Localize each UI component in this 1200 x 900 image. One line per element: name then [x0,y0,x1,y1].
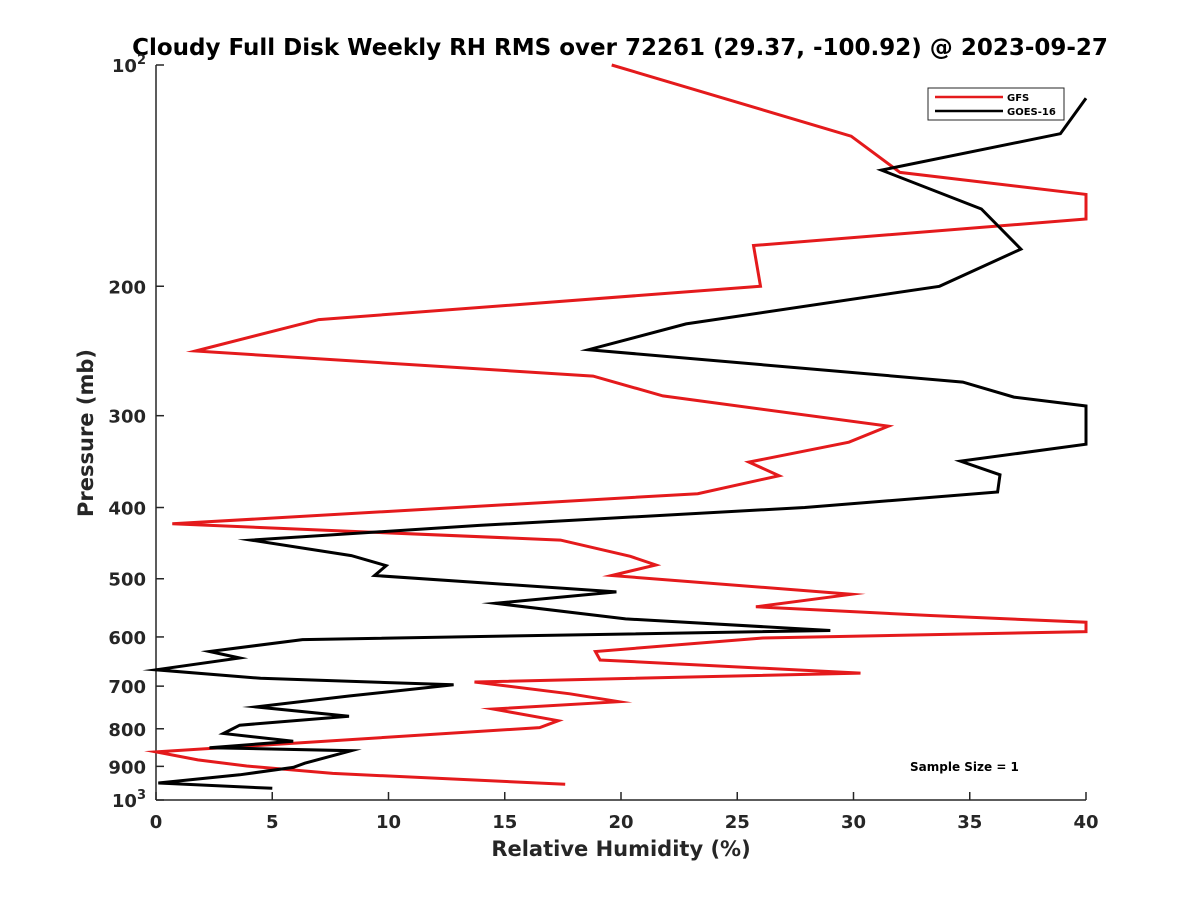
series-line-goes16 [142,97,1088,790]
y-ticks: 102 200 300 400 500 600 700 800 900 103 [108,53,164,812]
x-tick-label: 10 [376,812,401,833]
x-tick-label: 25 [725,812,750,833]
y-tick-label: 103 [112,788,146,812]
sample-size-annotation: Sample Size = 1 [910,760,1019,774]
series-line-gfs [144,63,1088,786]
series-layer [142,63,1088,790]
y-tick-label: 600 [108,628,146,649]
x-tick-label: 15 [492,812,517,833]
x-ticks: 0 5 10 15 20 25 30 35 40 [150,792,1099,833]
y-tick-label: 500 [108,570,146,591]
y-tick-label: 200 [108,277,146,298]
legend-label-gfs: GFS [1007,93,1029,104]
y-tick-label: 102 [112,53,146,77]
y-axis-label: Pressure (mb) [74,349,98,517]
y-tick-label: 400 [108,499,146,520]
y-tick-label: 700 [108,677,146,698]
x-tick-label: 0 [150,812,163,833]
chart-title: Cloudy Full Disk Weekly RH RMS over 7226… [132,35,1108,61]
y-tick-label: 300 [108,407,146,428]
legend-box [927,87,1065,121]
legend-label-goes16: GOES-16 [1007,107,1056,118]
x-tick-label: 35 [957,812,982,833]
x-axis-label: Relative Humidity (%) [491,837,750,861]
x-tick-label: 5 [266,812,279,833]
x-tick-label: 30 [841,812,866,833]
x-tick-label: 20 [608,812,633,833]
legend: GFS GOES-16 [927,87,1065,121]
y-tick-label: 800 [108,720,146,741]
x-tick-label: 40 [1073,812,1098,833]
y-tick-label: 900 [108,757,146,778]
